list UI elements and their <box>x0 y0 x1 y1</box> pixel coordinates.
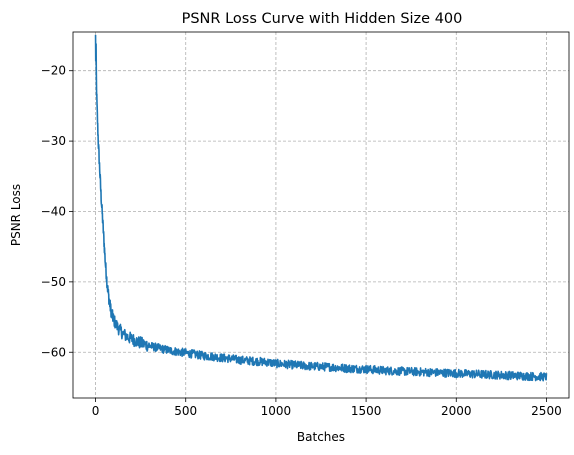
plot-frame <box>72 31 570 399</box>
grid <box>73 32 569 398</box>
y-tick-label: −50 <box>41 275 66 289</box>
series-line <box>94 34 548 382</box>
y-tick-label: −30 <box>41 134 66 148</box>
x-tick-label: 0 <box>92 404 100 418</box>
x-tick-label: 2000 <box>441 404 472 418</box>
y-tick-label: −60 <box>41 345 66 359</box>
chart-title: PSNR Loss Curve with Hidden Size 400 <box>182 11 463 27</box>
y-tick-label: −20 <box>41 64 66 78</box>
x-tick-label: 1000 <box>261 404 292 418</box>
y-axis: −20 −30 −40 −50 −60 <box>41 64 73 359</box>
x-tick-label: 1500 <box>351 404 382 418</box>
x-tick-label: 2500 <box>531 404 562 418</box>
y-tick-label: −40 <box>41 204 66 218</box>
y-axis-label: PSNR Loss <box>9 184 23 246</box>
series-layer <box>94 34 548 382</box>
x-tick-label: 500 <box>174 404 197 418</box>
x-axis: 0 500 1000 1500 2000 2500 <box>92 398 562 418</box>
x-axis-label: Batches <box>297 430 345 444</box>
